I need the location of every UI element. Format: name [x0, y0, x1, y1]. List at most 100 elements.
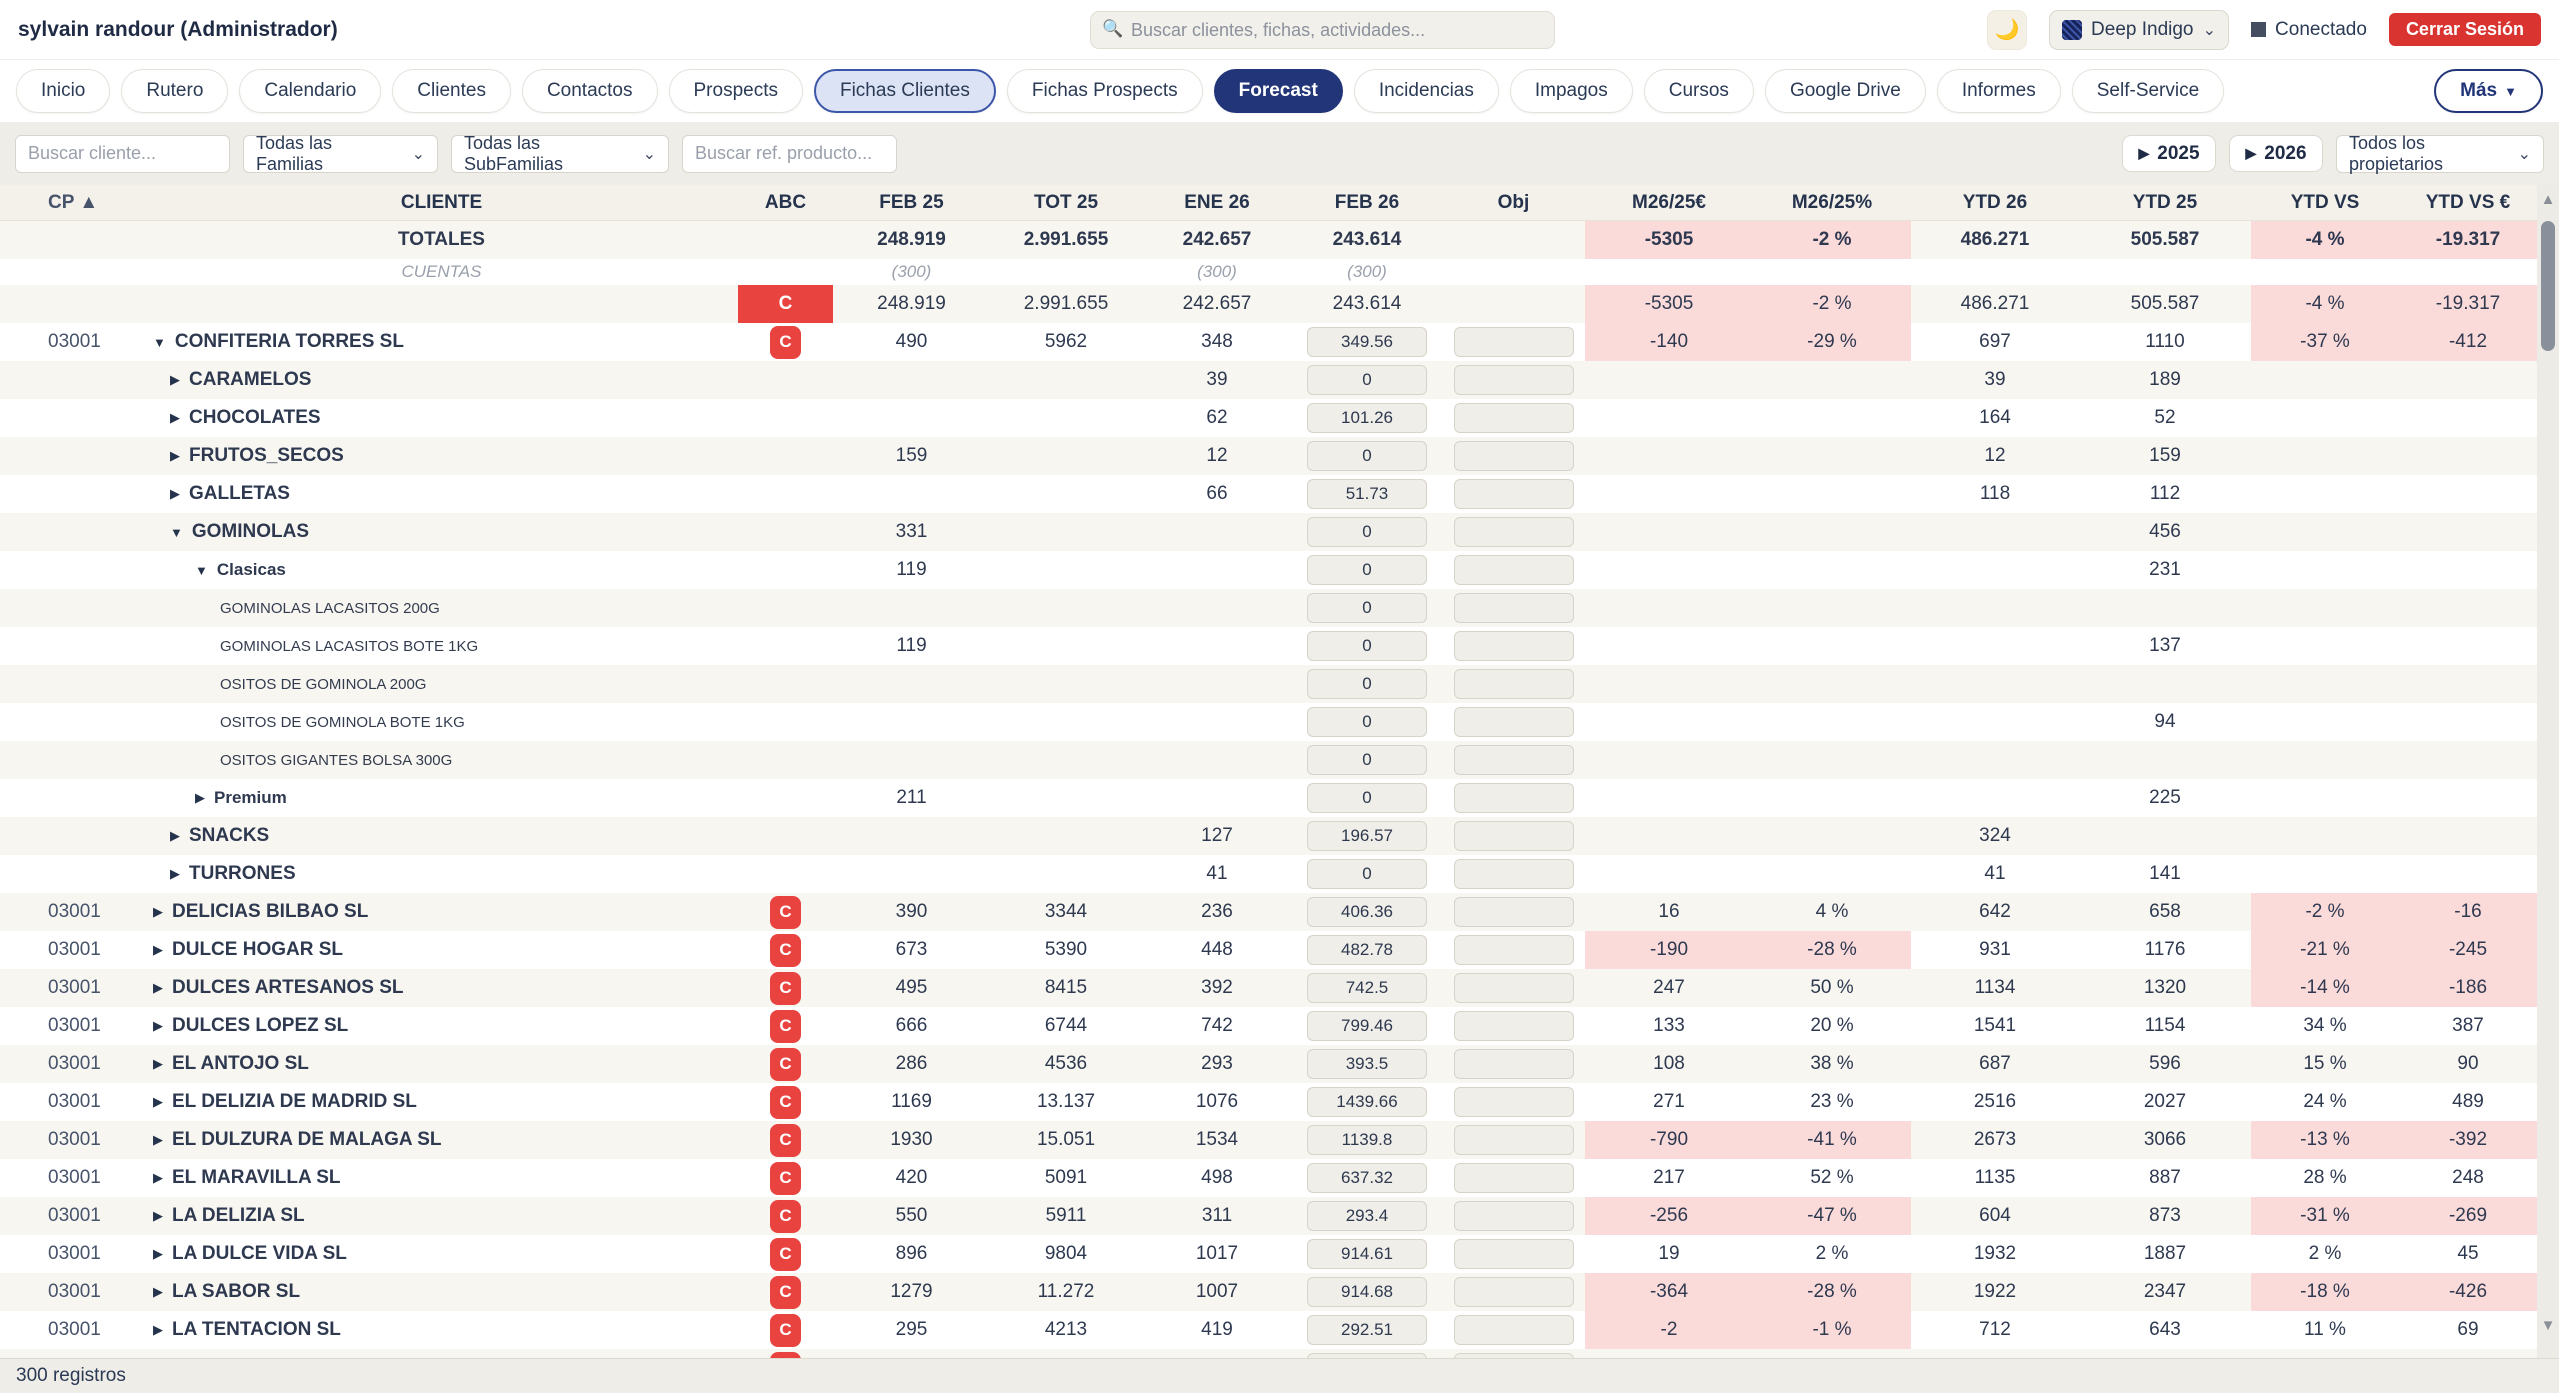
obj-input[interactable]	[1453, 555, 1574, 585]
expand-arrow-icon[interactable]: ▶	[170, 372, 180, 387]
collapse-arrow-icon[interactable]: ▼	[170, 524, 183, 540]
tab-cursos[interactable]: Cursos	[1643, 69, 1754, 113]
feb26-forecast-input[interactable]	[1307, 441, 1427, 471]
dark-mode-button[interactable]: 🌙	[1987, 9, 2028, 50]
collapse-arrow-icon[interactable]: ▼	[153, 334, 166, 350]
feb26-forecast-input[interactable]	[1307, 1049, 1427, 1079]
column-header-obj[interactable]: Obj	[1497, 191, 1530, 213]
expand-arrow-icon[interactable]: ▶	[153, 904, 163, 919]
tab-calendario[interactable]: Calendario	[239, 69, 382, 113]
client-name[interactable]: ▼ Clasicas	[145, 551, 738, 589]
families-select[interactable]: Todas las Familias ⌄	[243, 133, 438, 174]
expand-arrow-icon[interactable]: ▶	[153, 1322, 163, 1337]
feb26-forecast-input[interactable]	[1307, 783, 1427, 813]
feb26-forecast-input[interactable]	[1307, 365, 1427, 395]
tab-prospects[interactable]: Prospects	[668, 69, 803, 113]
client-name[interactable]: ▶ EL MARAVILLA SL	[145, 1159, 738, 1197]
obj-input[interactable]	[1453, 669, 1574, 699]
feb26-forecast-input[interactable]	[1307, 1277, 1427, 1307]
tab-fichas-prospects[interactable]: Fichas Prospects	[1006, 69, 1203, 113]
expand-arrow-icon[interactable]: ▶	[153, 1208, 163, 1223]
client-name[interactable]: ▶ DULCES ARTESANOS SL	[145, 969, 738, 1007]
feb26-forecast-input[interactable]	[1307, 327, 1427, 357]
logout-button[interactable]: Cerrar Sesión	[2388, 13, 2541, 46]
feb26-forecast-input[interactable]	[1307, 935, 1427, 965]
expand-arrow-icon[interactable]: ▶	[153, 1284, 163, 1299]
obj-input[interactable]	[1453, 1201, 1574, 1231]
feb26-forecast-input[interactable]	[1307, 1125, 1427, 1155]
expand-arrow-icon[interactable]: ▶	[153, 1056, 163, 1071]
obj-input[interactable]	[1453, 821, 1574, 851]
expand-arrow-icon[interactable]: ▶	[195, 790, 205, 805]
client-name[interactable]: ▶ Premium	[145, 779, 738, 817]
expand-arrow-icon[interactable]: ▶	[153, 1132, 163, 1147]
feb26-forecast-input[interactable]	[1307, 517, 1427, 547]
expand-arrow-icon[interactable]: ▶	[170, 486, 180, 501]
feb26-forecast-input[interactable]	[1307, 593, 1427, 623]
feb26-forecast-input[interactable]	[1307, 859, 1427, 889]
feb26-forecast-input[interactable]	[1307, 403, 1427, 433]
obj-input[interactable]	[1453, 859, 1574, 889]
expand-arrow-icon[interactable]: ▶	[170, 828, 180, 843]
obj-input[interactable]	[1453, 1277, 1574, 1307]
tab-inicio[interactable]: Inicio	[16, 69, 111, 113]
obj-input[interactable]	[1453, 517, 1574, 547]
obj-input[interactable]	[1453, 973, 1574, 1003]
tab-forecast[interactable]: Forecast	[1213, 69, 1343, 113]
tab-clientes[interactable]: Clientes	[392, 69, 511, 113]
client-name[interactable]: ▶ LA DULCE VIDA SL	[145, 1235, 738, 1273]
feb26-forecast-input[interactable]	[1307, 669, 1427, 699]
obj-input[interactable]	[1453, 1353, 1574, 1358]
obj-input[interactable]	[1453, 1087, 1574, 1117]
feb26-forecast-input[interactable]	[1307, 555, 1427, 585]
expand-arrow-icon[interactable]: ▶	[153, 1170, 163, 1185]
client-name[interactable]: ▶ EL DELIZIA DE MADRID SL	[145, 1083, 738, 1121]
client-name[interactable]: ▶ TURRONES	[145, 855, 738, 893]
client-name[interactable]: ▶ LA TENTACION SL	[145, 1311, 738, 1349]
client-search-input[interactable]	[15, 134, 230, 173]
expand-arrow-icon[interactable]: ▶	[153, 1246, 163, 1261]
theme-select[interactable]: Deep Indigo ⌄	[2049, 9, 2230, 50]
tab-google-drive[interactable]: Google Drive	[1764, 69, 1926, 113]
client-name[interactable]: ▶ CARAMELOS	[145, 361, 738, 399]
column-header-ytd26[interactable]: YTD 26	[1962, 191, 2028, 213]
tab-fichas-clientes[interactable]: Fichas Clientes	[813, 69, 996, 113]
tab-informes[interactable]: Informes	[1936, 69, 2061, 113]
column-header-ytd25[interactable]: YTD 25	[2132, 191, 2198, 213]
expand-arrow-icon[interactable]: ▶	[153, 942, 163, 957]
obj-input[interactable]	[1453, 1239, 1574, 1269]
client-name[interactable]: ▶ GALLETAS	[145, 475, 738, 513]
collapse-arrow-icon[interactable]: ▼	[195, 562, 208, 578]
obj-input[interactable]	[1453, 897, 1574, 927]
obj-input[interactable]	[1453, 1125, 1574, 1155]
column-header-ytdvse[interactable]: YTD VS €	[2425, 191, 2511, 213]
year-2025-button[interactable]: ▶ 2025	[2122, 135, 2216, 172]
obj-input[interactable]	[1453, 631, 1574, 661]
feb26-forecast-input[interactable]	[1307, 1353, 1427, 1358]
scroll-down-icon[interactable]: ▼	[2540, 1317, 2556, 1334]
obj-input[interactable]	[1453, 327, 1574, 357]
feb26-forecast-input[interactable]	[1307, 1087, 1427, 1117]
column-header-ytdvs[interactable]: YTD VS	[2290, 191, 2360, 213]
subfamilies-select[interactable]: Todas las SubFamilias ⌄	[451, 133, 669, 174]
tab-rutero[interactable]: Rutero	[121, 69, 229, 113]
tab-contactos[interactable]: Contactos	[521, 69, 658, 113]
expand-arrow-icon[interactable]: ▶	[153, 1094, 163, 1109]
client-name[interactable]: ▶ LA SABOR SL	[145, 1273, 738, 1311]
expand-arrow-icon[interactable]: ▶	[170, 866, 180, 881]
obj-input[interactable]	[1453, 935, 1574, 965]
scrollbar-thumb[interactable]	[2541, 221, 2555, 351]
tab-incidencias[interactable]: Incidencias	[1353, 69, 1499, 113]
feb26-forecast-input[interactable]	[1307, 821, 1427, 851]
client-name[interactable]: ▶ SNACKS	[145, 817, 738, 855]
column-header-cp[interactable]: CP ▲	[48, 191, 99, 213]
feb26-forecast-input[interactable]	[1307, 1163, 1427, 1193]
feb26-forecast-input[interactable]	[1307, 631, 1427, 661]
feb26-forecast-input[interactable]	[1307, 897, 1427, 927]
column-header-ene26[interactable]: ENE 26	[1184, 191, 1250, 213]
feb26-forecast-input[interactable]	[1307, 1239, 1427, 1269]
scroll-up-icon[interactable]: ▲	[2540, 191, 2556, 208]
obj-input[interactable]	[1453, 403, 1574, 433]
feb26-forecast-input[interactable]	[1307, 973, 1427, 1003]
obj-input[interactable]	[1453, 1163, 1574, 1193]
